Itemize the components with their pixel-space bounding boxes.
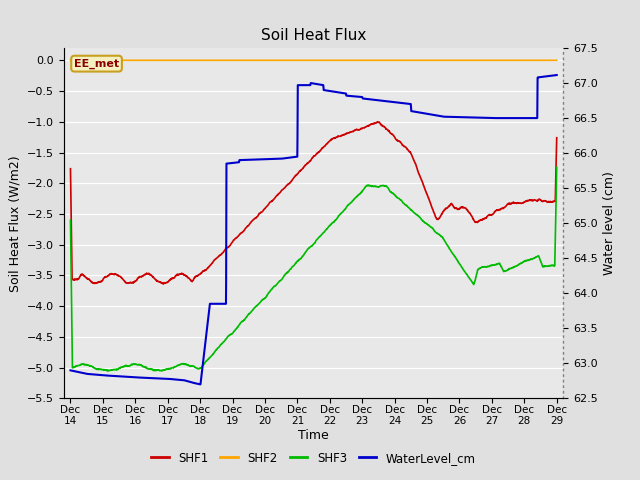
- Y-axis label: Soil Heat Flux (W/m2): Soil Heat Flux (W/m2): [8, 155, 22, 291]
- X-axis label: Time: Time: [298, 429, 329, 442]
- Y-axis label: Water level (cm): Water level (cm): [604, 171, 616, 275]
- Text: EE_met: EE_met: [74, 59, 119, 69]
- Legend: SHF1, SHF2, SHF3, WaterLevel_cm: SHF1, SHF2, SHF3, WaterLevel_cm: [147, 447, 481, 469]
- Title: Soil Heat Flux: Soil Heat Flux: [261, 28, 366, 43]
